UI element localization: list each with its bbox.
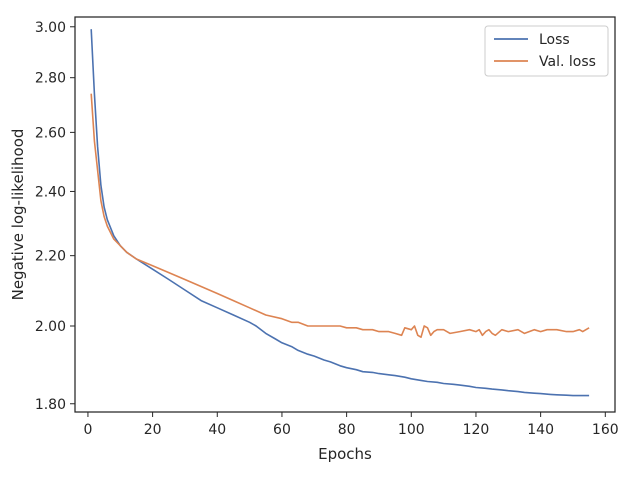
y-tick-label: 2.20 bbox=[35, 249, 66, 265]
y-axis-label: Negative log-likelihood bbox=[9, 129, 27, 301]
x-tick-label: 140 bbox=[527, 422, 554, 438]
y-tick-label: 1.80 bbox=[35, 397, 66, 413]
x-tick-label: 40 bbox=[208, 422, 226, 438]
x-axis-label: Epochs bbox=[318, 445, 372, 463]
x-tick-label: 160 bbox=[592, 422, 619, 438]
x-tick-label: 120 bbox=[463, 422, 490, 438]
y-axis: 1.80 2.00 2.20 2.40 2.60 2.80 3.00 bbox=[35, 20, 75, 413]
x-tick-label: 80 bbox=[338, 422, 356, 438]
series-line-2 bbox=[90, 93, 590, 339]
legend-label-1: Loss bbox=[539, 32, 570, 48]
y-tick-label: 2.80 bbox=[35, 71, 66, 87]
legend-label-2: Val. loss bbox=[539, 54, 596, 70]
plot-frame bbox=[74, 16, 616, 413]
series-layer bbox=[90, 29, 590, 397]
y-tick-label: 2.00 bbox=[35, 319, 66, 335]
x-tick-label: 20 bbox=[144, 422, 162, 438]
x-axis: 0 20 40 60 80 100 120 140 160 bbox=[83, 412, 619, 438]
x-tick-label: 0 bbox=[83, 422, 92, 438]
legend: Loss Val. loss bbox=[484, 25, 609, 77]
y-tick-label: 2.60 bbox=[35, 125, 66, 141]
x-tick-label: 60 bbox=[273, 422, 291, 438]
series-line-1 bbox=[90, 29, 590, 397]
y-tick-label: 2.40 bbox=[35, 184, 66, 200]
x-tick-label: 100 bbox=[398, 422, 425, 438]
plot-area bbox=[74, 16, 616, 413]
y-tick-label: 3.00 bbox=[35, 20, 66, 36]
